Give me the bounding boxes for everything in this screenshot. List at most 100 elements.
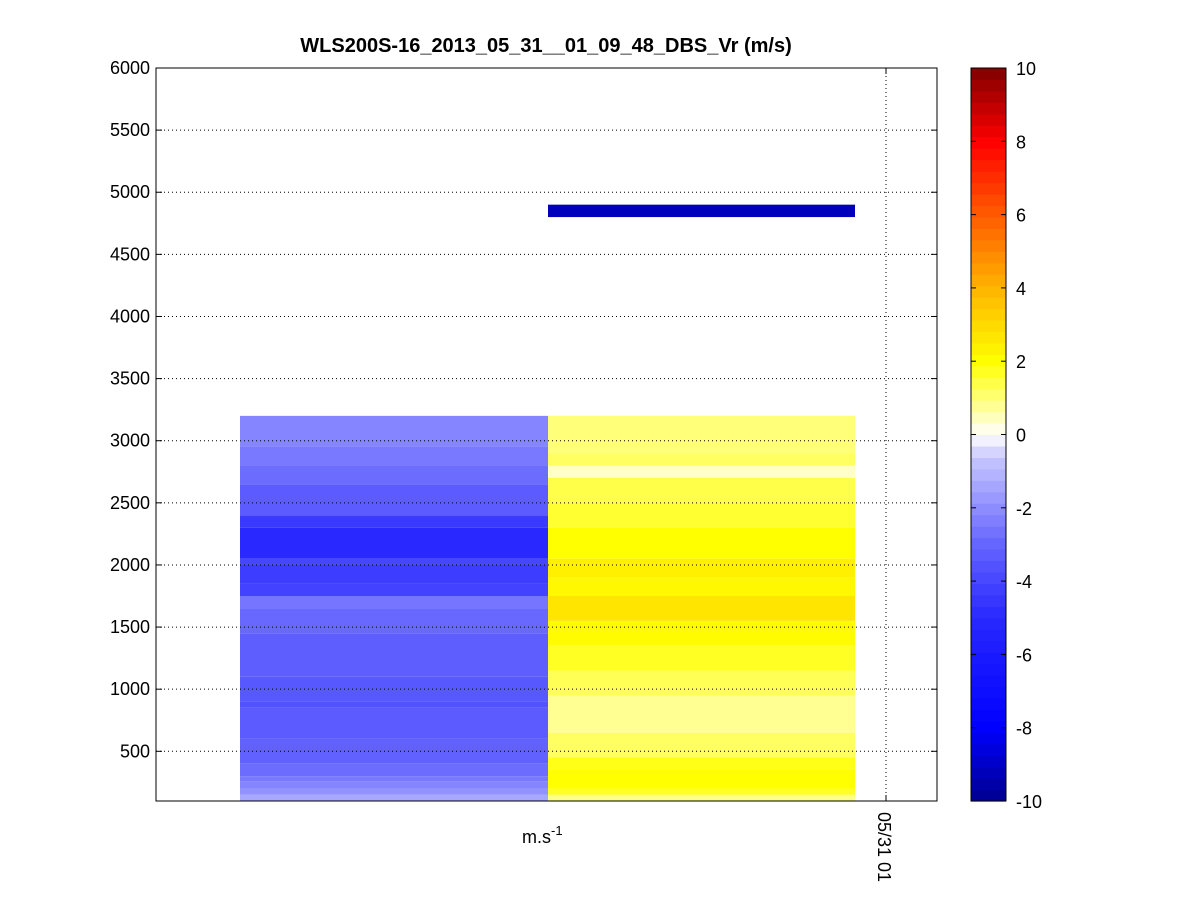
colorbar-tick-label: 8 — [1016, 132, 1026, 152]
x-axis-label-base: m.s — [522, 827, 551, 847]
heatmap-cell — [240, 608, 548, 634]
colorbar-segment — [971, 216, 1006, 229]
x-tick-label: 05/31 01 — [874, 812, 894, 882]
colorbar-segment — [971, 549, 1006, 562]
colorbar-segment — [971, 90, 1006, 103]
heatmap-cell — [548, 465, 855, 478]
colorbar-segment — [971, 297, 1006, 310]
colorbar-segment — [971, 342, 1006, 355]
heatmap-cell — [240, 633, 548, 677]
colorbar-tick-label: 2 — [1016, 352, 1026, 372]
heatmap-cell — [548, 695, 855, 733]
y-tick-label: 5000 — [110, 182, 150, 202]
heatmap-cell — [240, 415, 548, 447]
colorbar-segment — [971, 686, 1006, 699]
heatmap-cell — [548, 577, 855, 597]
colorbar-segment — [971, 400, 1006, 413]
colorbar-segment — [971, 514, 1006, 527]
colorbar-segment — [971, 193, 1006, 207]
colorbar-segment — [971, 720, 1006, 733]
heatmap-cell — [548, 596, 855, 621]
heatmap-cell — [548, 794, 855, 801]
colorbar-tick-label: -6 — [1016, 645, 1032, 665]
heatmap-cell — [548, 620, 855, 646]
colorbar-segment — [971, 377, 1006, 390]
y-tick-label: 6000 — [110, 58, 150, 78]
colorbar-segment — [971, 709, 1006, 722]
colorbar-segment — [971, 640, 1006, 653]
colorbar-segment — [971, 537, 1006, 550]
y-tick-label: 3500 — [110, 369, 150, 389]
heatmap-cell — [240, 465, 548, 485]
colorbar-segment — [971, 331, 1006, 344]
colorbar-segment — [971, 606, 1006, 619]
colorbar-segment — [971, 571, 1006, 584]
x-axis-label: m.s-1 — [522, 823, 563, 847]
y-tick-label: 4000 — [110, 306, 150, 326]
y-tick-label: 1500 — [110, 617, 150, 637]
colorbar-segment — [971, 125, 1006, 138]
colorbar-segment — [971, 354, 1006, 367]
heatmap-cell — [548, 757, 855, 770]
colorbar-segment — [971, 629, 1006, 642]
colorbar-tick-label: -2 — [1016, 499, 1032, 519]
heatmap-cell — [548, 453, 855, 466]
heatmap-cell — [548, 477, 855, 503]
colorbar-segment — [971, 789, 1006, 802]
colorbar-segment — [971, 583, 1006, 596]
y-tick-label: 1000 — [110, 679, 150, 699]
heatmap-cell — [240, 527, 548, 559]
heatmap-cell — [240, 676, 548, 702]
colorbar-segment — [971, 182, 1006, 195]
colorbar-segment — [971, 319, 1006, 333]
heatmap-cell — [240, 515, 548, 528]
colorbar-segment — [971, 617, 1006, 630]
colorbar-segment — [971, 365, 1006, 378]
colorbar-segment — [971, 388, 1006, 401]
colorbar-segment — [971, 755, 1006, 768]
colorbar-segment — [971, 251, 1006, 264]
y-tick-label: 5500 — [110, 120, 150, 140]
colorbar-segment — [971, 445, 1006, 459]
heatmap-cell — [548, 645, 855, 671]
heatmap-cell — [240, 776, 548, 782]
colorbar-segment — [971, 228, 1006, 241]
heatmap-cell — [548, 415, 855, 454]
colorbar-segment — [971, 239, 1006, 252]
colorbar-segment — [971, 274, 1006, 287]
heatmap-cell — [240, 781, 548, 789]
colorbar-segment — [971, 480, 1006, 493]
colorbar-segment — [971, 423, 1006, 436]
colorbar-segment — [971, 411, 1006, 424]
colorbar-segment — [971, 697, 1006, 710]
colorbar-tick-label: -4 — [1016, 572, 1032, 592]
colorbar-segment — [971, 594, 1006, 607]
colorbar-segment — [971, 434, 1006, 447]
colorbar-segment — [971, 652, 1006, 665]
colorbar-segment — [971, 766, 1006, 779]
heatmap-cell — [548, 788, 855, 795]
heatmap-cell — [240, 484, 548, 516]
colorbar-segment — [971, 778, 1006, 791]
heatmap-cell — [548, 502, 855, 528]
heatmap-cell — [548, 527, 855, 559]
x-axis-label-exponent: -1 — [551, 823, 563, 838]
colorbar-segment — [971, 526, 1006, 539]
y-tick-label: 2000 — [110, 555, 150, 575]
colorbar-segment — [971, 560, 1006, 573]
heatmap-cell — [548, 732, 855, 758]
y-tick-label: 500 — [120, 741, 150, 761]
plot-frame — [155, 67, 938, 802]
colorbar-segment — [971, 663, 1006, 676]
colorbar-segment — [971, 285, 1006, 298]
heatmap-cell — [240, 738, 548, 764]
colorbar-tick-label: 4 — [1016, 279, 1026, 299]
y-tick-label: 4500 — [110, 244, 150, 264]
heatmap-cell — [240, 763, 548, 777]
colorbar-segment — [971, 171, 1006, 184]
heatmap-cell-high-altitude — [548, 204, 855, 218]
colorbar-segment — [971, 148, 1006, 161]
heatmap-cell — [240, 558, 548, 565]
heatmap-cell — [240, 794, 548, 801]
